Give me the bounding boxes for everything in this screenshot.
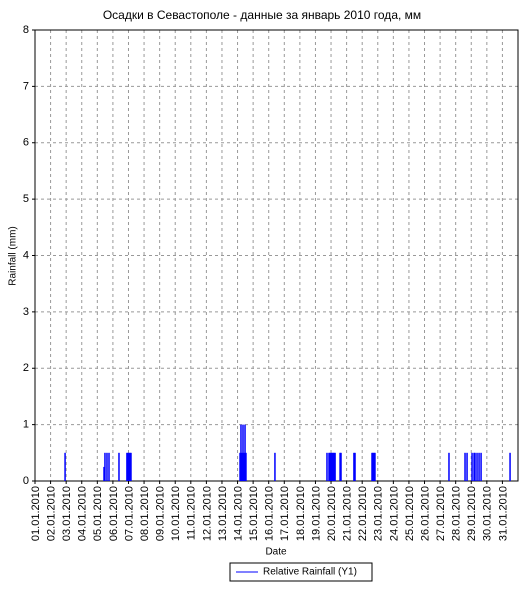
bar [333, 452, 335, 481]
bar [244, 424, 246, 481]
plot-frame [34, 29, 519, 482]
bar [373, 452, 375, 481]
x-tick-label: 13.01.2010 [217, 486, 229, 541]
x-tick-label: 12.01.2010 [201, 486, 213, 541]
y-tick-label: 0 [23, 475, 29, 487]
x-tick-label: 01.01.2010 [30, 486, 42, 541]
bar [339, 452, 341, 481]
bar [241, 452, 243, 481]
x-tick-label: 30.01.2010 [482, 486, 494, 541]
x-tick-label: 17.01.2010 [279, 486, 291, 541]
x-tick-label: 02.01.2010 [45, 486, 57, 541]
bar [480, 452, 482, 481]
x-tick-label: 11.01.2010 [186, 486, 198, 540]
bar [274, 452, 276, 481]
bar [104, 452, 106, 481]
bar [128, 452, 130, 481]
legend [229, 562, 373, 582]
x-tick-label: 18.01.2010 [295, 486, 307, 541]
bar [354, 452, 356, 481]
x-tick-label: 22.01.2010 [357, 486, 369, 541]
y-axis-label: Rainfall (mm) [8, 226, 19, 285]
y-tick-label: 6 [23, 137, 29, 149]
x-tick-label: 05.01.2010 [92, 486, 104, 541]
x-tick-label: 10.01.2010 [170, 486, 182, 541]
bar [245, 452, 247, 481]
x-tick-label: 24.01.2010 [388, 486, 400, 541]
bar [328, 452, 330, 481]
x-tick-label: 21.01.2010 [342, 486, 354, 541]
bar [466, 452, 468, 481]
bar [331, 452, 333, 481]
x-tick-label: 27.01.2010 [435, 486, 447, 541]
x-tick-label: 14.01.2010 [232, 486, 244, 541]
bar [326, 452, 328, 481]
x-tick-label: 26.01.2010 [419, 486, 431, 541]
bar [372, 452, 374, 481]
bar [130, 452, 132, 481]
bar [374, 452, 376, 481]
bar [243, 452, 245, 481]
x-tick-label: 15.01.2010 [248, 486, 260, 541]
bar [478, 452, 480, 481]
bar [126, 452, 128, 481]
bar [330, 452, 332, 481]
x-tick-label: 23.01.2010 [373, 486, 385, 541]
bar [353, 452, 355, 481]
x-tick-label: 28.01.2010 [451, 486, 463, 541]
bar [129, 452, 131, 481]
y-tick-label: 1 [23, 419, 29, 431]
x-tick-label: 20.01.2010 [326, 486, 338, 541]
bar [239, 452, 241, 481]
bar [103, 466, 105, 481]
bar [474, 452, 476, 481]
bar [471, 452, 473, 481]
chart-title: Осадки в Севастополе - данные за январь … [103, 8, 421, 22]
bar [329, 452, 331, 481]
bar [473, 452, 475, 481]
bar [108, 452, 110, 481]
x-tick-label: 07.01.2010 [123, 486, 135, 541]
bar [464, 452, 466, 481]
y-tick-label: 2 [23, 362, 29, 374]
bar [332, 452, 334, 481]
x-tick-label: 31.01.2010 [497, 486, 509, 541]
bar [509, 452, 511, 481]
bar [476, 452, 478, 481]
bar [240, 424, 242, 481]
x-tick-label: 09.01.2010 [155, 486, 167, 541]
x-tick-label: 03.01.2010 [61, 486, 73, 541]
y-tick-label: 4 [23, 249, 29, 261]
x-tick-label: 08.01.2010 [139, 486, 151, 541]
bar [448, 452, 450, 481]
bar [64, 452, 66, 481]
y-tick-label: 3 [23, 306, 29, 318]
x-axis-label: Date [265, 547, 287, 558]
x-tick-label: 25.01.2010 [404, 486, 416, 541]
bar [118, 452, 120, 481]
legend-label: Relative Rainfall (Y1) [263, 567, 357, 578]
bar [340, 452, 342, 481]
bar [371, 452, 373, 481]
bar [242, 424, 244, 481]
x-tick-label: 06.01.2010 [108, 486, 120, 541]
y-tick-label: 7 [23, 80, 29, 92]
x-tick-label: 29.01.2010 [466, 486, 478, 541]
x-tick-label: 16.01.2010 [264, 486, 276, 541]
x-tick-label: 04.01.2010 [77, 486, 89, 541]
y-tick-label: 5 [23, 193, 29, 205]
bar [127, 452, 129, 481]
x-tick-label: 19.01.2010 [310, 486, 322, 541]
y-tick-label: 8 [23, 24, 29, 36]
bar [334, 452, 336, 481]
bar [106, 452, 108, 481]
